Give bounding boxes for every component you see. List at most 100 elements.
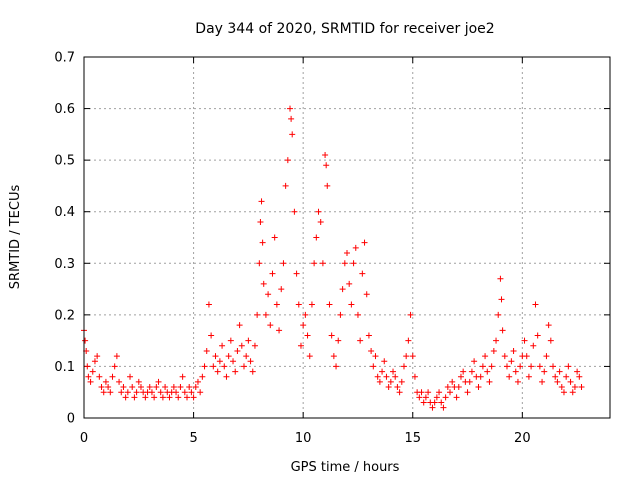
y-tick-label: 0.5 [54, 154, 75, 169]
data-point [269, 270, 276, 277]
data-point [315, 208, 322, 215]
data-point [135, 378, 142, 385]
data-point [306, 353, 313, 360]
data-point [385, 384, 392, 391]
data-point [148, 389, 155, 396]
data-point [545, 322, 552, 329]
data-point [179, 373, 186, 380]
data-point [230, 358, 237, 365]
data-point [257, 219, 264, 226]
data-point [457, 373, 464, 380]
data-point [525, 373, 532, 380]
data-point [442, 394, 449, 401]
data-point [282, 182, 289, 189]
data-point [396, 389, 403, 396]
data-point [512, 368, 519, 375]
data-point [495, 311, 502, 318]
data-point [438, 399, 445, 406]
data-point [124, 389, 131, 396]
data-point [416, 394, 423, 401]
data-point [216, 358, 223, 365]
data-point [302, 311, 309, 318]
data-point [245, 337, 252, 344]
data-point [116, 378, 123, 385]
data-point [127, 373, 134, 380]
data-point [368, 347, 375, 354]
data-point [153, 384, 160, 391]
data-point [501, 353, 508, 360]
data-point [498, 296, 505, 303]
data-point [159, 394, 166, 401]
data-point [517, 363, 524, 370]
data-point [94, 353, 101, 360]
data-point [87, 378, 94, 385]
data-point [288, 115, 295, 122]
data-point [370, 363, 377, 370]
data-point [251, 342, 258, 349]
x-axis-label: GPS time / hours [291, 460, 400, 475]
data-point [556, 368, 563, 375]
data-point [405, 337, 412, 344]
data-point [374, 373, 381, 380]
data-point [440, 404, 447, 411]
data-point [322, 151, 329, 158]
data-point [105, 384, 112, 391]
data-point [227, 337, 234, 344]
data-point [400, 363, 407, 370]
data-point [569, 389, 576, 396]
data-point [379, 368, 386, 375]
x-tick-label: 0 [80, 431, 88, 446]
data-point [488, 363, 495, 370]
data-point [376, 378, 383, 385]
data-point [521, 337, 528, 344]
data-point [91, 358, 98, 365]
data-point [194, 378, 201, 385]
data-point [409, 353, 416, 360]
data-point [240, 363, 247, 370]
data-point [284, 157, 291, 164]
data-point [173, 389, 180, 396]
data-point [113, 353, 120, 360]
y-tick-label: 0.1 [54, 360, 75, 375]
data-point [460, 368, 467, 375]
data-point [554, 378, 561, 385]
data-point [258, 198, 265, 205]
data-point [280, 260, 287, 267]
data-point [530, 342, 537, 349]
x-tick-label: 5 [189, 431, 197, 446]
data-point [89, 368, 96, 375]
data-point [162, 384, 169, 391]
y-tick-label: 0.3 [54, 257, 75, 272]
data-point [111, 363, 118, 370]
data-point [337, 311, 344, 318]
data-point [109, 373, 116, 380]
data-point [341, 260, 348, 267]
data-point [107, 389, 114, 396]
data-point [317, 219, 324, 226]
data-point [102, 378, 109, 385]
data-point [137, 384, 144, 391]
data-point [354, 311, 361, 318]
data-point [361, 239, 368, 246]
data-point [225, 353, 232, 360]
data-point [295, 301, 302, 308]
data-point [477, 373, 484, 380]
data-point [407, 311, 414, 318]
data-point [293, 270, 300, 277]
data-point [120, 384, 127, 391]
data-point [311, 260, 318, 267]
data-point [482, 353, 489, 360]
data-point [484, 368, 491, 375]
data-point [199, 373, 206, 380]
data-point [308, 301, 315, 308]
data-point [243, 353, 250, 360]
data-point [96, 373, 103, 380]
data-point [411, 373, 418, 380]
data-point [333, 363, 340, 370]
data-point [558, 384, 565, 391]
data-point [503, 363, 510, 370]
chart-title: Day 344 of 2020, SRMTID for receiver joe… [195, 21, 494, 37]
data-point [436, 389, 443, 396]
data-point [276, 327, 283, 334]
data-point [175, 394, 182, 401]
